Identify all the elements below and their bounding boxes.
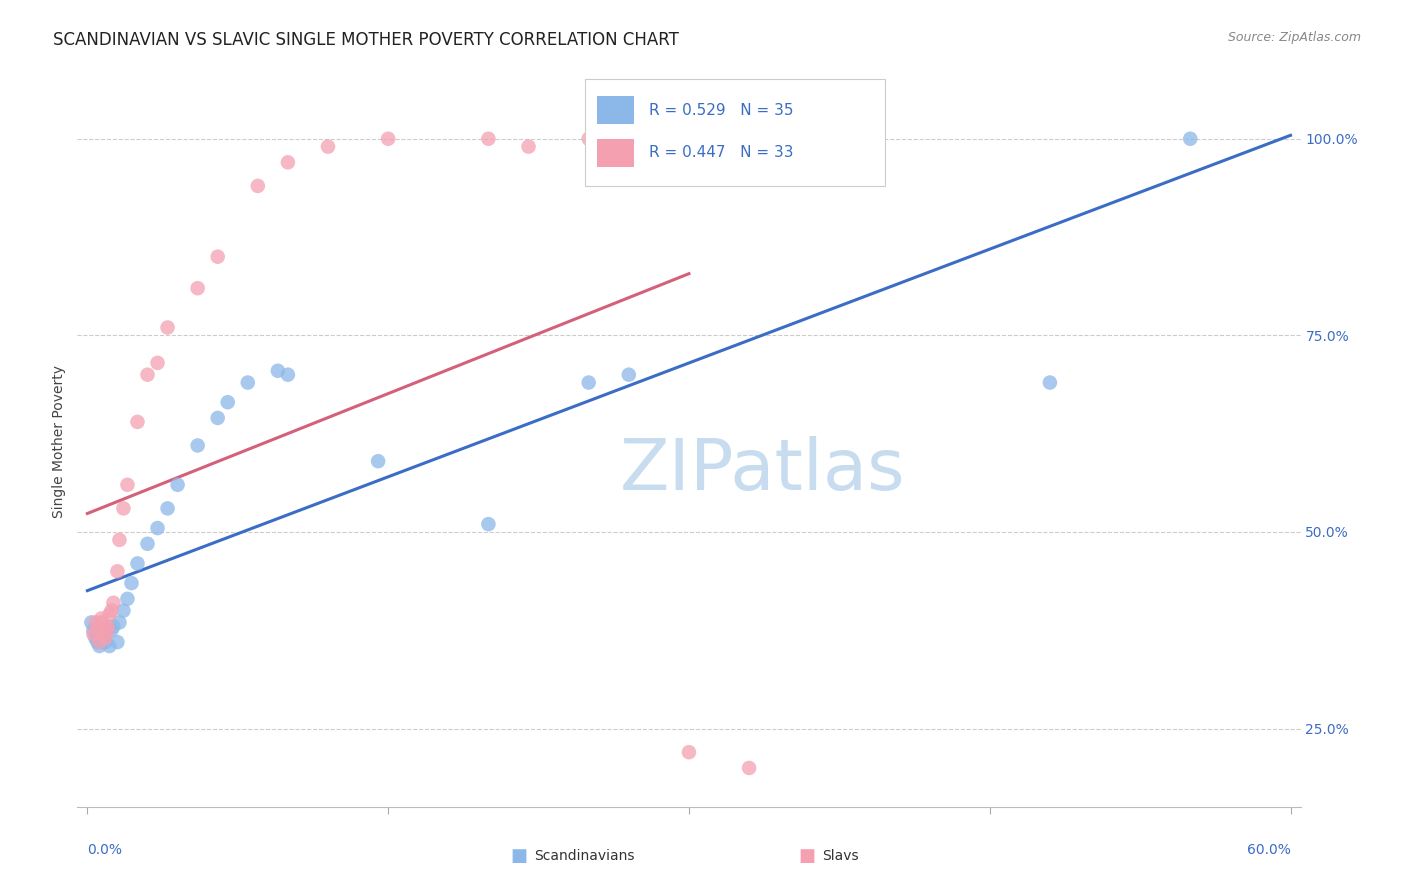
Point — [107, 564, 129, 578]
Text: ■: ■ — [799, 847, 815, 865]
Point — [1039, 376, 1062, 390]
Point — [146, 356, 169, 370]
Point — [103, 596, 125, 610]
Point — [94, 631, 117, 645]
Point — [166, 477, 188, 491]
Point — [617, 139, 640, 153]
Point — [136, 368, 159, 382]
Text: Scandinavians: Scandinavians — [534, 849, 634, 863]
Point — [100, 624, 122, 638]
Text: Slavs: Slavs — [823, 849, 859, 863]
Point — [277, 368, 299, 382]
Point — [146, 521, 169, 535]
Point — [578, 376, 600, 390]
Point — [86, 624, 108, 638]
Point — [86, 635, 108, 649]
Point — [112, 604, 135, 618]
Point — [86, 627, 108, 641]
Text: Source: ZipAtlas.com: Source: ZipAtlas.com — [1227, 31, 1361, 45]
Point — [98, 639, 121, 653]
Text: ZIPatlas: ZIPatlas — [620, 436, 905, 505]
Point — [90, 635, 112, 649]
Point — [108, 533, 131, 547]
Point — [84, 615, 107, 630]
Point — [96, 624, 118, 638]
Point — [136, 537, 159, 551]
Point — [207, 411, 229, 425]
Point — [578, 132, 600, 146]
Point — [246, 178, 269, 193]
Text: R = 0.529   N = 35: R = 0.529 N = 35 — [648, 103, 793, 118]
Point — [112, 501, 135, 516]
Point — [117, 591, 139, 606]
Point — [84, 631, 107, 645]
Point — [477, 132, 499, 146]
Point — [90, 611, 112, 625]
Text: 60.0%: 60.0% — [1247, 843, 1291, 856]
Point — [367, 454, 389, 468]
Point — [477, 517, 499, 532]
Point — [236, 376, 259, 390]
Text: ■: ■ — [510, 847, 527, 865]
FancyBboxPatch shape — [598, 96, 634, 124]
Point — [93, 627, 115, 641]
Point — [187, 438, 209, 452]
Point — [277, 155, 299, 169]
Point — [117, 477, 139, 491]
Point — [156, 501, 179, 516]
Point — [80, 615, 103, 630]
Point — [121, 576, 143, 591]
Point — [267, 364, 290, 378]
Point — [187, 281, 209, 295]
Text: SCANDINAVIAN VS SLAVIC SINGLE MOTHER POVERTY CORRELATION CHART: SCANDINAVIAN VS SLAVIC SINGLE MOTHER POV… — [53, 31, 679, 49]
Point — [103, 619, 125, 633]
Point — [89, 639, 111, 653]
Point — [678, 745, 700, 759]
Point — [316, 139, 339, 153]
Point — [738, 761, 761, 775]
Point — [94, 635, 117, 649]
Point — [82, 627, 104, 641]
Point — [217, 395, 239, 409]
Point — [108, 615, 131, 630]
Point — [517, 139, 540, 153]
Point — [93, 627, 115, 641]
Point — [96, 624, 118, 638]
Point — [90, 615, 112, 630]
Text: R = 0.447   N = 33: R = 0.447 N = 33 — [648, 145, 793, 161]
Point — [617, 368, 640, 382]
Point — [89, 635, 111, 649]
Point — [127, 415, 149, 429]
Point — [82, 624, 104, 638]
Point — [207, 250, 229, 264]
FancyBboxPatch shape — [585, 79, 884, 186]
Point — [107, 635, 129, 649]
Text: 0.0%: 0.0% — [87, 843, 122, 856]
Y-axis label: Single Mother Poverty: Single Mother Poverty — [52, 365, 66, 518]
Point — [96, 619, 118, 633]
Point — [127, 557, 149, 571]
Point — [98, 607, 121, 622]
Point — [377, 132, 399, 146]
FancyBboxPatch shape — [598, 139, 634, 167]
Point — [156, 320, 179, 334]
Point — [100, 604, 122, 618]
Point — [1180, 132, 1202, 146]
